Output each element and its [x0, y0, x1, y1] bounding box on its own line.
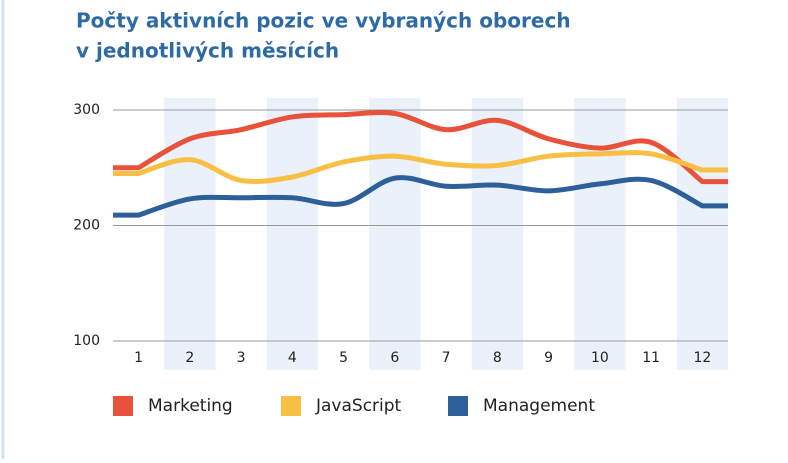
series-line	[113, 150, 728, 185]
legend-label: Management	[483, 396, 595, 416]
legend-swatch	[113, 396, 133, 416]
series-line	[113, 110, 728, 185]
x-tick-label: 9	[544, 350, 553, 366]
x-tick-label: 2	[185, 350, 194, 366]
legend-swatch	[448, 396, 468, 416]
band	[369, 98, 421, 370]
legend: Marketing JavaScript Management	[113, 396, 595, 416]
x-tick-label: 8	[493, 350, 502, 366]
band	[266, 98, 318, 370]
y-tick-label: 200	[73, 218, 100, 234]
x-tick-label: 11	[642, 350, 660, 366]
legend-label: JavaScript	[315, 396, 402, 416]
x-tick-label: 12	[693, 350, 711, 366]
chart-title: v jednotlivých měsících	[76, 39, 339, 63]
x-tick-label: 10	[591, 350, 609, 366]
lines	[113, 110, 728, 218]
legend-swatch	[281, 396, 301, 416]
band	[471, 98, 523, 370]
y-tick-label: 300	[73, 102, 100, 118]
x-tick-label: 4	[288, 350, 297, 366]
legend-label: Marketing	[148, 396, 233, 416]
x-tick-label: 3	[237, 350, 246, 366]
x-tick-label: 7	[442, 350, 451, 366]
x-tick-label: 5	[339, 350, 348, 366]
band	[574, 98, 626, 370]
bands	[164, 98, 728, 370]
x-tick-label: 1	[134, 350, 143, 366]
chart-title: Počty aktivních pozic ve vybraných obore…	[76, 9, 571, 33]
x-tick-label: 6	[390, 350, 399, 366]
band	[164, 98, 216, 370]
band	[676, 98, 728, 370]
series-line	[113, 175, 728, 218]
y-tick-label: 100	[73, 333, 100, 349]
